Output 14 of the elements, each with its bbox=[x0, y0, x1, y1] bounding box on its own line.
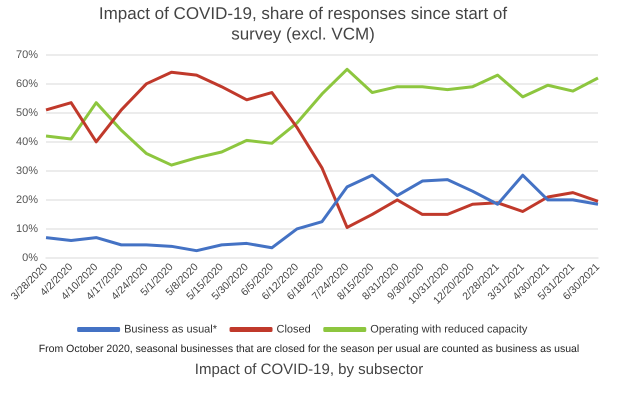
y-tick-label: 70% bbox=[16, 48, 38, 61]
y-tick-label: 20% bbox=[16, 194, 38, 206]
y-tick-label: 50% bbox=[16, 106, 38, 119]
y-tick-label: 40% bbox=[16, 136, 38, 148]
text: From October 2020, seasonal businesses that are closed for the season per usual are counted as business as usual bbox=[38, 343, 580, 355]
chart-title: Impact of COVID-19, share of responses since start of survey (excl. VCM) bbox=[98, 4, 508, 44]
text: Impact of COVID-19, by subsector bbox=[194, 361, 424, 378]
legend-label: Business as usual* bbox=[124, 324, 218, 336]
legend-label: Closed bbox=[276, 324, 311, 336]
legend-label: Operating with reduced capacity bbox=[370, 324, 528, 336]
y-tick-label: 60% bbox=[16, 78, 38, 90]
y-tick-label: 30% bbox=[16, 164, 38, 177]
y-tick-label: 0% bbox=[22, 252, 38, 264]
y-tick-label: 10% bbox=[16, 222, 38, 235]
